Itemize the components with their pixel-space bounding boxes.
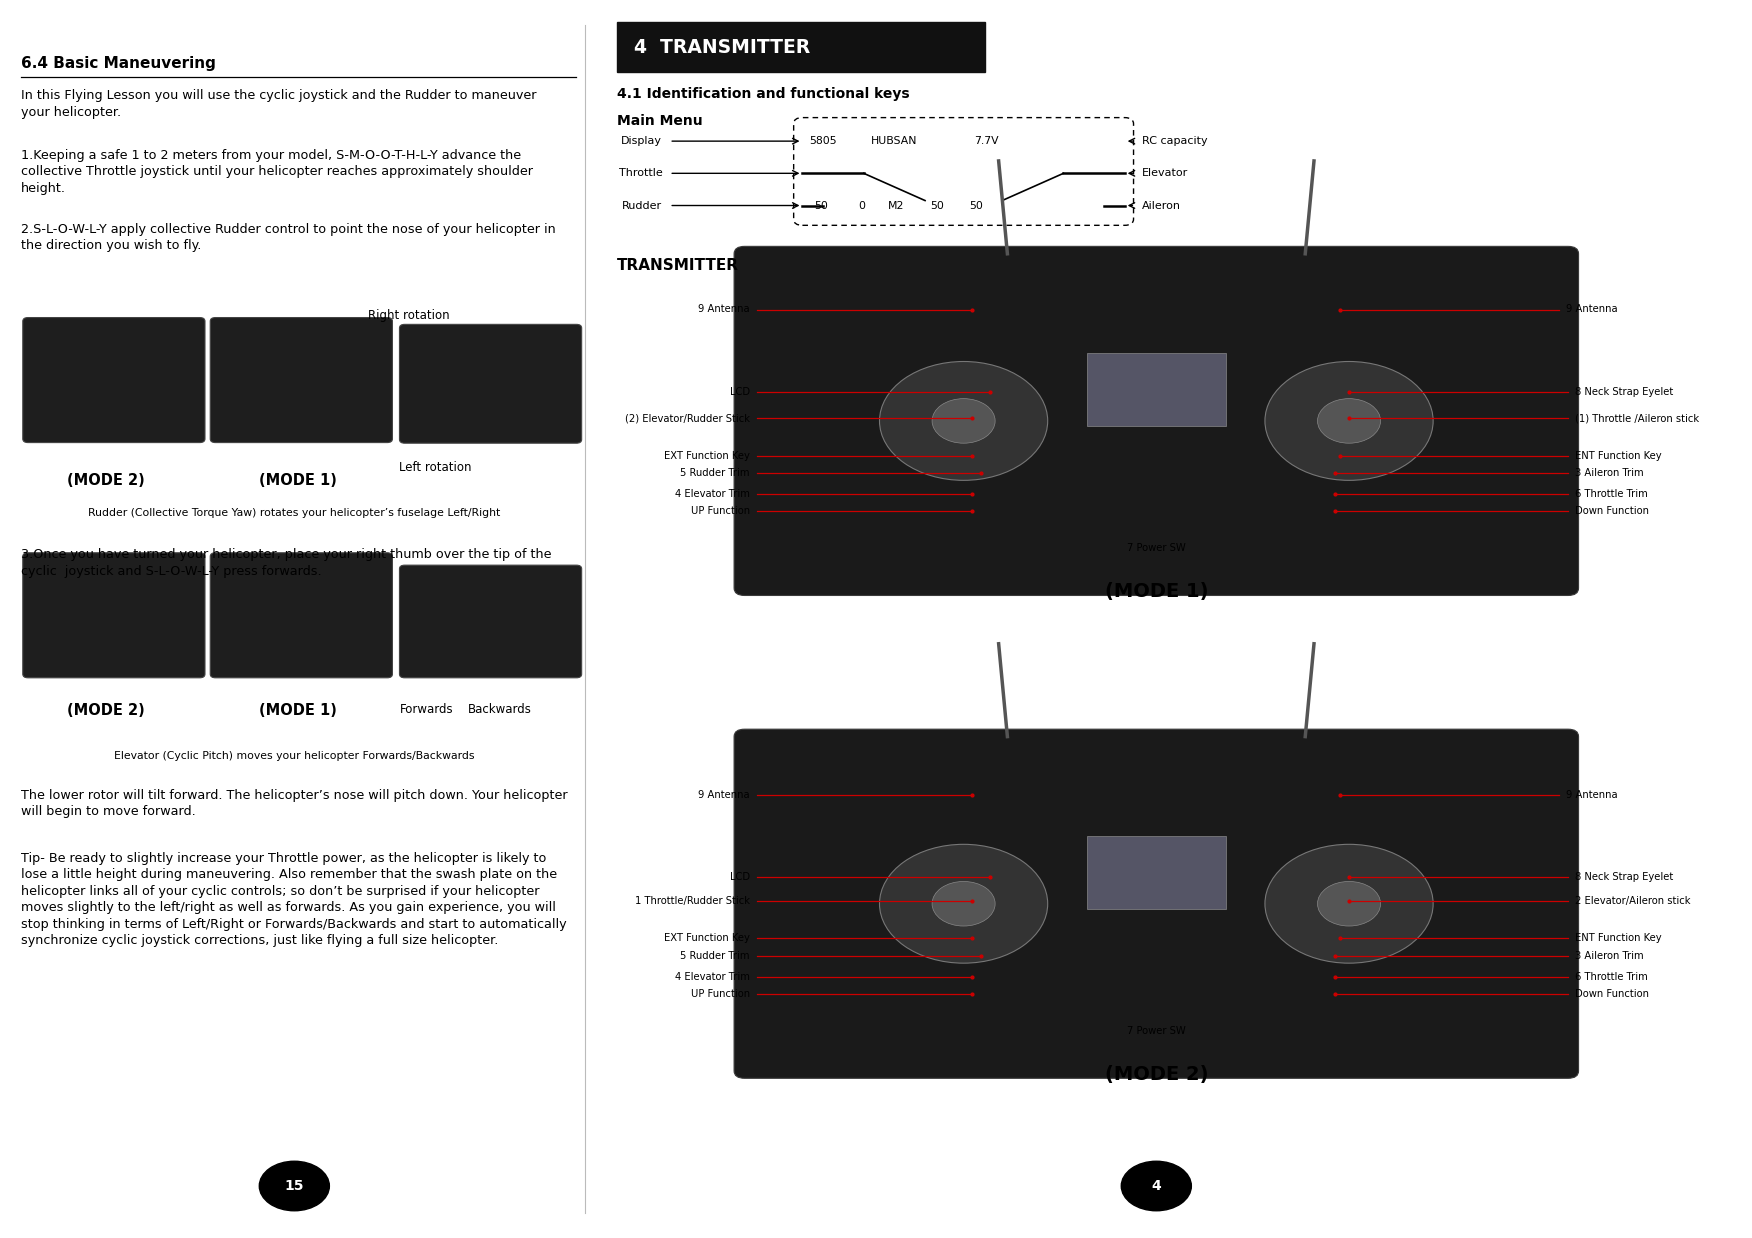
- Text: 0: 0: [858, 201, 865, 210]
- Text: HUBSAN: HUBSAN: [871, 136, 918, 146]
- Text: EXT Function Key: EXT Function Key: [664, 451, 750, 461]
- Text: Elevator: Elevator: [1142, 168, 1188, 178]
- Text: 5805: 5805: [809, 136, 837, 146]
- Text: 15: 15: [284, 1179, 305, 1193]
- Text: 3.Once you have turned your helicopter, place your right thumb over the tip of t: 3.Once you have turned your helicopter, …: [21, 548, 552, 578]
- Text: The lower rotor will tilt forward. The helicopter’s nose will pitch down. Your h: The lower rotor will tilt forward. The h…: [21, 789, 568, 818]
- Text: Rudder: Rudder: [622, 201, 662, 210]
- Text: Elevator (Cyclic Pitch) moves your helicopter Forwards/Backwards: Elevator (Cyclic Pitch) moves your helic…: [114, 751, 475, 761]
- Text: 6.4 Basic Maneuvering: 6.4 Basic Maneuvering: [21, 56, 215, 71]
- Text: LCD: LCD: [731, 872, 750, 881]
- FancyBboxPatch shape: [23, 317, 205, 443]
- FancyBboxPatch shape: [734, 246, 1579, 595]
- Text: 8 Neck Strap Eyelet: 8 Neck Strap Eyelet: [1575, 387, 1673, 397]
- Text: ENT Function Key: ENT Function Key: [1575, 451, 1661, 461]
- Text: 3 Aileron Trim: 3 Aileron Trim: [1575, 951, 1643, 961]
- Text: Right rotation: Right rotation: [368, 310, 450, 323]
- Text: Forwards: Forwards: [399, 703, 454, 717]
- Text: 1.Keeping a safe 1 to 2 meters from your model, S-M-O-O-T-H-L-Y advance the
coll: 1.Keeping a safe 1 to 2 meters from your…: [21, 149, 533, 194]
- Circle shape: [1121, 1161, 1191, 1211]
- Text: (2) Elevator/Rudder Stick: (2) Elevator/Rudder Stick: [625, 413, 750, 423]
- Text: Tip- Be ready to slightly increase your Throttle power, as the helicopter is lik: Tip- Be ready to slightly increase your …: [21, 852, 566, 947]
- Circle shape: [880, 844, 1048, 963]
- FancyBboxPatch shape: [617, 22, 985, 72]
- Text: 4: 4: [1151, 1179, 1162, 1193]
- Text: Aileron: Aileron: [1142, 201, 1181, 210]
- Text: 4 Elevator Trim: 4 Elevator Trim: [675, 489, 750, 499]
- Text: Rudder (Collective Torque Yaw) rotates your helicopter’s fuselage Left/Right: Rudder (Collective Torque Yaw) rotates y…: [88, 508, 501, 517]
- Text: 7.7V: 7.7V: [974, 136, 999, 146]
- Text: (MODE 2): (MODE 2): [67, 703, 144, 718]
- Text: 7 Power SW: 7 Power SW: [1127, 1026, 1186, 1036]
- Text: 4 Elevator Trim: 4 Elevator Trim: [675, 972, 750, 982]
- Text: Main Menu: Main Menu: [617, 114, 703, 128]
- Text: 3 Aileron Trim: 3 Aileron Trim: [1575, 468, 1643, 478]
- Text: Throttle: Throttle: [618, 168, 662, 178]
- Circle shape: [259, 1161, 329, 1211]
- Text: 1 Throttle/Rudder Stick: 1 Throttle/Rudder Stick: [634, 896, 750, 906]
- Text: LCD: LCD: [731, 387, 750, 397]
- Text: Backwards: Backwards: [468, 703, 531, 717]
- Circle shape: [932, 881, 995, 926]
- Text: RC capacity: RC capacity: [1142, 136, 1207, 146]
- Text: 50: 50: [969, 201, 983, 210]
- Text: TRANSMITTER: TRANSMITTER: [617, 258, 739, 272]
- Text: 4  TRANSMITTER: 4 TRANSMITTER: [634, 37, 811, 57]
- Text: UP Function: UP Function: [690, 506, 750, 516]
- Text: Down Function: Down Function: [1575, 989, 1649, 999]
- FancyBboxPatch shape: [1086, 837, 1226, 909]
- FancyBboxPatch shape: [210, 552, 392, 677]
- Text: In this Flying Lesson you will use the cyclic joystick and the Rudder to maneuve: In this Flying Lesson you will use the c…: [21, 89, 536, 119]
- Text: 2.S-L-O-W-L-Y apply collective Rudder control to point the nose of your helicopt: 2.S-L-O-W-L-Y apply collective Rudder co…: [21, 223, 555, 253]
- Text: (MODE 1): (MODE 1): [259, 473, 336, 488]
- Text: 6 Throttle Trim: 6 Throttle Trim: [1575, 972, 1649, 982]
- Text: UP Function: UP Function: [690, 989, 750, 999]
- Text: 50: 50: [930, 201, 944, 210]
- Circle shape: [1318, 881, 1381, 926]
- Circle shape: [1265, 844, 1433, 963]
- Text: 9 Antenna: 9 Antenna: [1566, 305, 1617, 314]
- Text: Down Function: Down Function: [1575, 506, 1649, 516]
- Text: 5 Rudder Trim: 5 Rudder Trim: [680, 468, 750, 478]
- Text: 9 Antenna: 9 Antenna: [699, 790, 750, 800]
- Text: 9 Antenna: 9 Antenna: [699, 305, 750, 314]
- Text: 4.1 Identification and functional keys: 4.1 Identification and functional keys: [617, 87, 909, 100]
- FancyBboxPatch shape: [399, 565, 582, 677]
- Text: 7 Power SW: 7 Power SW: [1127, 543, 1186, 553]
- FancyBboxPatch shape: [734, 729, 1579, 1078]
- Text: 6 Throttle Trim: 6 Throttle Trim: [1575, 489, 1649, 499]
- Text: (1) Throttle /Aileron stick: (1) Throttle /Aileron stick: [1575, 413, 1699, 423]
- Circle shape: [880, 361, 1048, 480]
- Text: (MODE 1): (MODE 1): [259, 703, 336, 718]
- FancyBboxPatch shape: [399, 324, 582, 443]
- Text: 8 Neck Strap Eyelet: 8 Neck Strap Eyelet: [1575, 872, 1673, 881]
- Text: (MODE 2): (MODE 2): [67, 473, 144, 488]
- FancyBboxPatch shape: [210, 317, 392, 443]
- Circle shape: [1318, 399, 1381, 443]
- FancyBboxPatch shape: [23, 552, 205, 677]
- FancyBboxPatch shape: [1086, 353, 1226, 426]
- Text: EXT Function Key: EXT Function Key: [664, 933, 750, 943]
- Text: 2 Elevator/Aileron stick: 2 Elevator/Aileron stick: [1575, 896, 1691, 906]
- Text: ENT Function Key: ENT Function Key: [1575, 933, 1661, 943]
- Text: M2: M2: [888, 201, 904, 210]
- Text: (MODE 2): (MODE 2): [1104, 1065, 1209, 1083]
- Text: Display: Display: [622, 136, 662, 146]
- Text: (MODE 1): (MODE 1): [1104, 582, 1209, 600]
- Text: Left rotation: Left rotation: [399, 461, 471, 474]
- Text: 9 Antenna: 9 Antenna: [1566, 790, 1617, 800]
- Circle shape: [932, 399, 995, 443]
- Text: 50: 50: [815, 201, 829, 210]
- Circle shape: [1265, 361, 1433, 480]
- Text: 5 Rudder Trim: 5 Rudder Trim: [680, 951, 750, 961]
